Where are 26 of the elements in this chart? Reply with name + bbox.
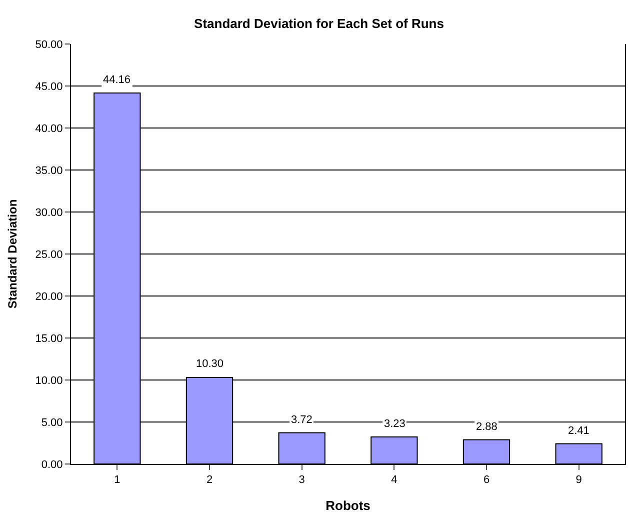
y-tick-label: 20.00: [35, 290, 63, 303]
data-label: 10.30: [196, 358, 224, 370]
y-axis-title: Standard Deviation: [6, 199, 20, 309]
y-tick-label: 5.00: [41, 416, 63, 429]
x-tick-label: 2: [206, 474, 213, 486]
y-tick-label: 10.00: [35, 374, 63, 387]
data-label: 2.41: [568, 425, 590, 437]
y-tick-label: 50.00: [35, 38, 63, 51]
y-tick-label: 15.00: [35, 332, 63, 345]
chart-title: Standard Deviation for Each Set of Runs: [194, 16, 444, 32]
y-tick-label: 45.00: [35, 80, 63, 93]
y-tick-label: 35.00: [35, 164, 63, 177]
data-label: 2.88: [476, 421, 498, 433]
x-tick-label: 3: [298, 474, 305, 486]
x-tick-label: 1: [114, 474, 120, 486]
data-label: 44.16: [103, 74, 131, 86]
y-tick-label: 25.00: [35, 248, 63, 261]
x-tick-label: 9: [576, 474, 582, 486]
data-label: 3.23: [384, 418, 406, 430]
y-tick-label: 0.00: [41, 458, 63, 471]
x-axis-title: Robots: [326, 498, 370, 513]
x-tick-label: 6: [483, 474, 490, 486]
data-label: 3.72: [291, 414, 312, 426]
y-tick-label: 30.00: [35, 206, 63, 219]
x-tick-label: 4: [391, 474, 398, 486]
y-tick-label: 40.00: [35, 122, 63, 135]
